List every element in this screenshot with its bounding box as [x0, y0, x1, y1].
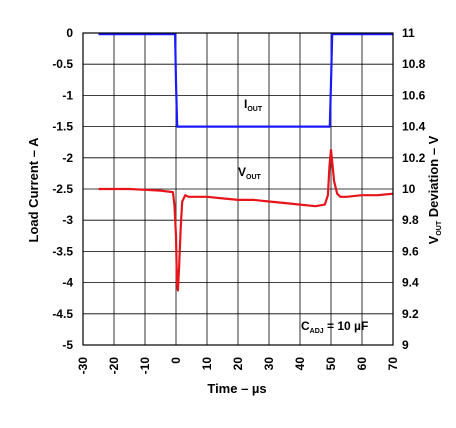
y-right-tick-label: 10.2: [402, 151, 426, 165]
y-right-axis-title-sub: OUT: [436, 220, 443, 236]
y-left-tick-label: -5: [62, 338, 73, 352]
y-right-tick-label: 9: [402, 338, 409, 352]
x-tick-label: 10: [200, 357, 214, 371]
series-line-vout: [98, 148, 394, 292]
iout-label-main: I: [244, 97, 247, 111]
y-right-axis-title-tail: Deviation – V: [426, 135, 441, 221]
x-tick-label: 20: [231, 357, 245, 371]
y-left-tick-label: -2.5: [52, 182, 73, 196]
y-left-tick-label: -3: [62, 213, 73, 227]
cadj-label-main: C: [301, 319, 310, 333]
vout-label: VOUT: [238, 165, 262, 181]
y-right-tick-label: 9.8: [402, 213, 419, 227]
y-right-tick-label: 11: [402, 26, 415, 40]
y-left-tick-label: -2: [62, 151, 73, 165]
iout-label: IOUT: [244, 97, 263, 113]
x-tick-label: -10: [138, 357, 152, 375]
x-tick-label: -20: [107, 357, 121, 375]
y-right-axis-title-v: V: [426, 235, 441, 244]
tick-labels: 0 -0.5 -1 -1.5 -2 -2.5 -3 -3.5 -4 -4.5 -5 11 10.8 10.…: [52, 26, 425, 374]
x-tick-label: 0: [169, 357, 183, 364]
y-right-tick-label: 9.6: [402, 244, 419, 258]
y-left-tick-label: -1.5: [52, 120, 73, 134]
cadj-label: CADJ = 10 µF: [301, 319, 368, 335]
x-tick-label: 50: [324, 357, 338, 371]
y-right-tick-label: 10: [402, 182, 416, 196]
x-tick-label: 30: [262, 357, 276, 371]
y-right-tick-label: 10.4: [402, 120, 426, 134]
x-tick-label: -30: [76, 357, 90, 375]
y-left-tick-label: -4: [62, 276, 73, 290]
cadj-label-tail: = 10 µF: [324, 319, 369, 333]
cadj-label-sub: ADJ: [310, 328, 324, 335]
y-right-tick-label: 9.4: [402, 276, 419, 290]
y-right-tick-label: 10.8: [402, 57, 426, 71]
iout-label-sub: OUT: [247, 106, 263, 113]
vout-label-sub: OUT: [246, 174, 262, 181]
y-right-tick-label: 9.2: [402, 307, 419, 321]
plot-frame: [82, 32, 394, 346]
y-left-tick-label: 0: [66, 26, 73, 40]
grid: [83, 33, 393, 345]
x-tick-label: 70: [386, 357, 400, 371]
x-tick-label: 40: [293, 357, 307, 371]
series-line-iout: [98, 33, 393, 128]
y-left-tick-label: -4.5: [52, 307, 73, 321]
x-axis-title: Time – µs: [207, 381, 266, 396]
y-right-tick-label: 10.6: [402, 88, 426, 102]
vout-label-main: V: [238, 165, 246, 179]
y-left-tick-label: -1: [62, 88, 73, 102]
y-left-axis-title: Load Current – A: [26, 137, 41, 243]
x-tick-label: 60: [355, 357, 369, 371]
y-left-tick-label: -3.5: [52, 244, 73, 258]
y-left-tick-label: -0.5: [52, 57, 73, 71]
y-right-axis-title: VOUT Deviation – V: [426, 135, 443, 244]
series-layer: [98, 33, 394, 292]
